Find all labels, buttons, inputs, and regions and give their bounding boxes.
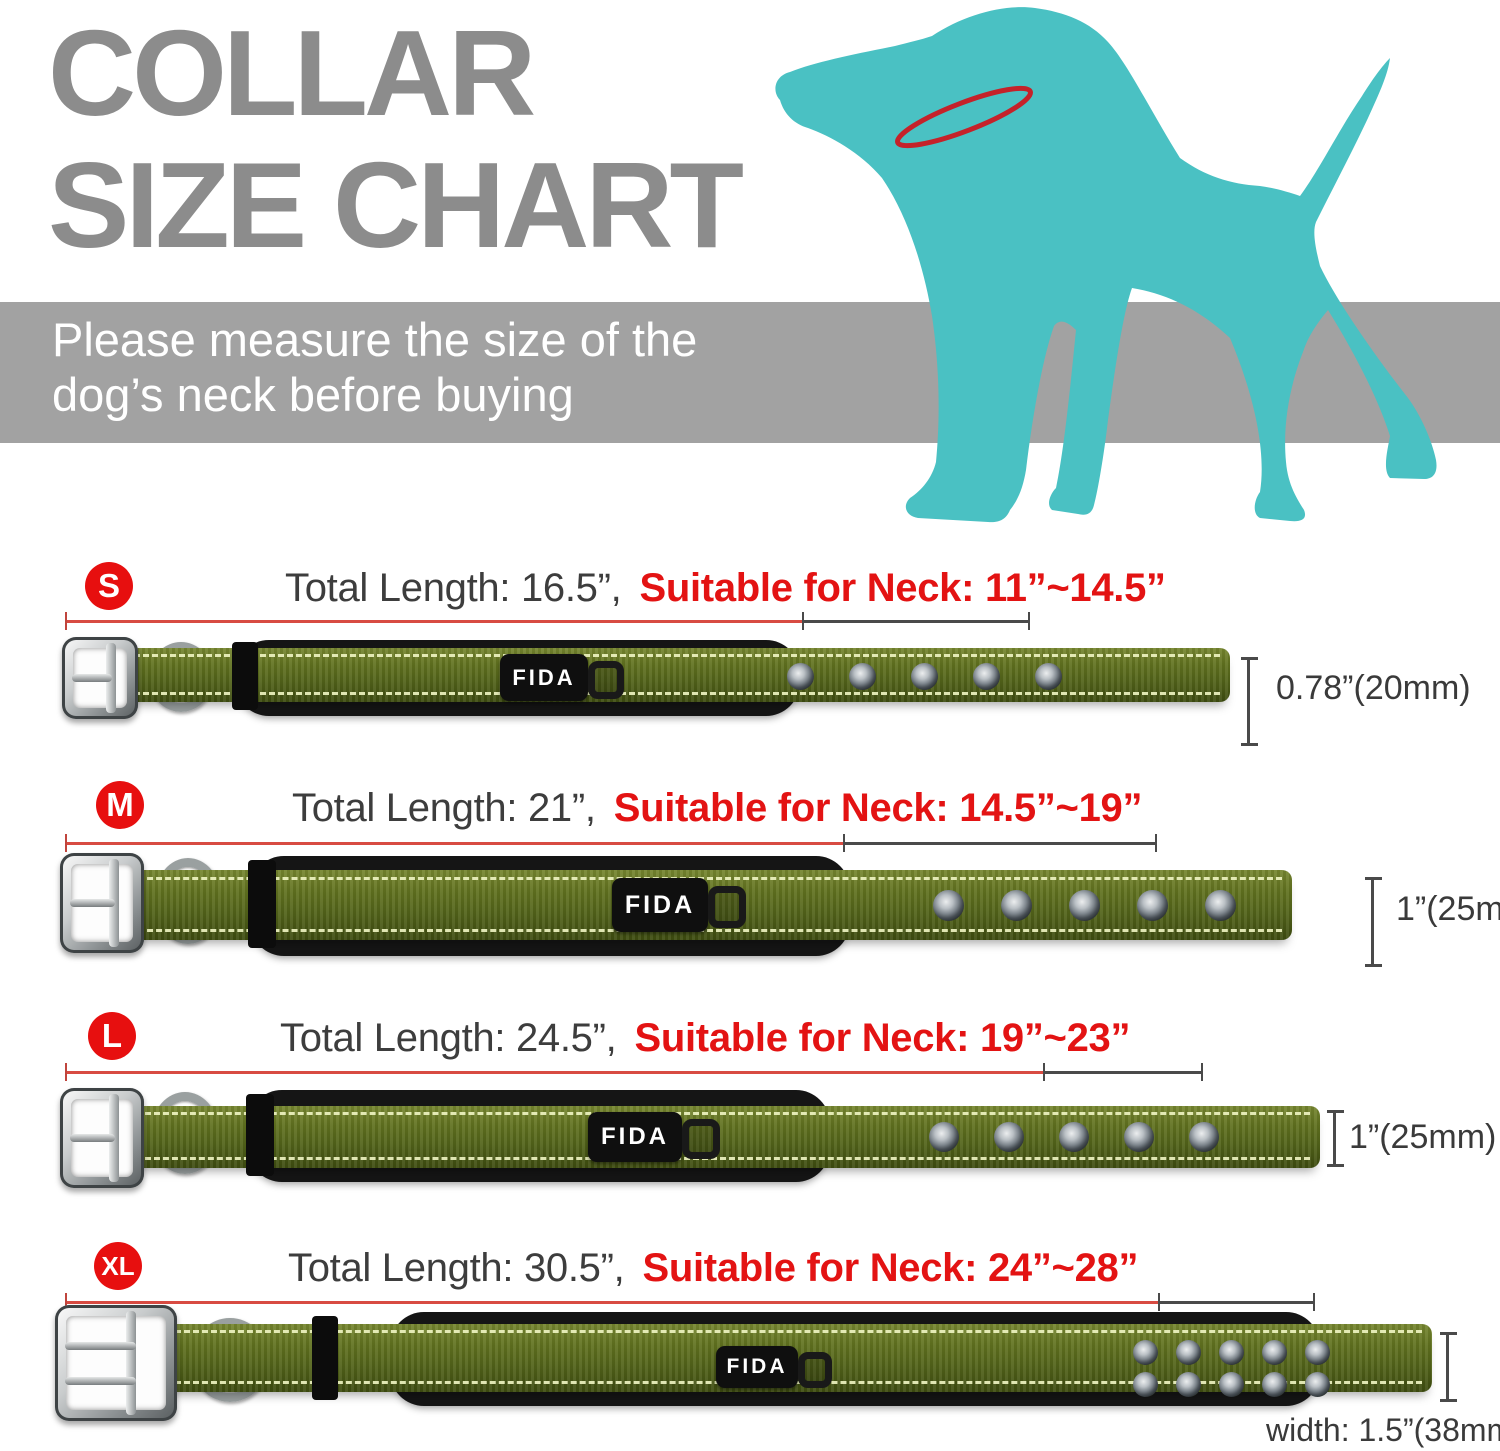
eyelet-icon xyxy=(1176,1340,1201,1365)
eyelet-icon xyxy=(1205,890,1236,921)
neck-range-text-m: Suitable for Neck: 14.5”~19” xyxy=(613,786,1143,830)
eyelet-icon xyxy=(1035,663,1062,690)
buckle-icon xyxy=(62,637,138,719)
width-label-l: 1”(25mm) xyxy=(1349,1118,1497,1156)
page-title: COLLAR SIZE CHART xyxy=(48,5,744,273)
eyelet-icon xyxy=(1262,1372,1287,1397)
width-label-s: 0.78”(20mm) xyxy=(1276,669,1471,707)
width-measure-s xyxy=(1241,657,1258,746)
eyelet-icon xyxy=(1124,1122,1154,1152)
size-badge-s: S xyxy=(85,562,133,610)
eyelet-icon xyxy=(787,663,814,690)
eyelet-icon xyxy=(1133,1340,1158,1365)
eyelet-icon xyxy=(1219,1372,1244,1397)
eyelet-icon xyxy=(1059,1122,1089,1152)
eyelet-icon xyxy=(1262,1340,1287,1365)
width-label-m: 1”(25mm) xyxy=(1396,890,1500,928)
eyelet-icon xyxy=(1305,1372,1330,1397)
neck-range-text-l: Suitable for Neck: 19”~23” xyxy=(634,1016,1131,1060)
title-line1: COLLAR xyxy=(48,5,536,141)
eyelet-icon xyxy=(1176,1372,1201,1397)
width-measure-m xyxy=(1365,877,1382,967)
length-measure-line-m xyxy=(65,834,1157,852)
eyelet-icon xyxy=(1133,1372,1158,1397)
length-measure-line-xl xyxy=(65,1293,1315,1311)
size-badge-l: L xyxy=(88,1012,136,1060)
eyelet-icon xyxy=(1001,890,1032,921)
patch-ring-icon xyxy=(682,1119,720,1159)
width-measure-xl xyxy=(1440,1332,1457,1402)
collar-measure-ellipse xyxy=(895,85,1033,149)
length-measure-line-s xyxy=(65,612,1030,630)
eyelet-icon xyxy=(994,1122,1024,1152)
width-label-xl: width: 1.5”(38mm) xyxy=(1266,1412,1500,1448)
size-badge-xl: XL xyxy=(94,1242,142,1290)
buckle-icon xyxy=(60,853,144,953)
total-length-text-m: Total Length: 21”, xyxy=(292,786,596,830)
eyelet-icon xyxy=(973,663,1000,690)
size-badge-m: M xyxy=(96,781,144,829)
instruction-banner-text: Please measure the size of the dog’s nec… xyxy=(52,313,698,421)
patch-ring-icon xyxy=(588,661,624,699)
neck-range-text-xl: Suitable for Neck: 24”~28” xyxy=(642,1246,1139,1290)
brand-patch: FIDA xyxy=(716,1346,798,1388)
neck-range-text-s: Suitable for Neck: 11”~14.5” xyxy=(639,566,1166,610)
eyelet-icon xyxy=(1305,1340,1330,1365)
buckle-icon xyxy=(60,1088,144,1188)
title-line2: SIZE CHART xyxy=(48,136,744,273)
eyelet-icon xyxy=(929,1122,959,1152)
eyelet-icon xyxy=(1219,1340,1244,1365)
patch-ring-icon xyxy=(708,886,746,928)
eyelet-icon xyxy=(849,663,876,690)
eyelet-icon xyxy=(911,663,938,690)
length-measure-line-l xyxy=(65,1063,1203,1081)
total-length-text-l: Total Length: 24.5”, xyxy=(280,1016,617,1060)
eyelet-icon xyxy=(1189,1122,1219,1152)
brand-patch: FIDA xyxy=(500,654,588,701)
total-length-text-xl: Total Length: 30.5”, xyxy=(288,1246,625,1290)
eyelet-icon xyxy=(933,890,964,921)
eyelet-icon xyxy=(1069,890,1100,921)
brand-patch: FIDA xyxy=(588,1112,682,1162)
dog-silhouette xyxy=(775,7,1437,523)
patch-ring-icon xyxy=(798,1352,832,1388)
brand-patch: FIDA xyxy=(612,878,708,932)
buckle-icon xyxy=(55,1305,177,1421)
eyelet-icon xyxy=(1137,890,1168,921)
width-measure-l xyxy=(1327,1110,1344,1167)
total-length-text-s: Total Length: 16.5”, xyxy=(285,566,622,610)
